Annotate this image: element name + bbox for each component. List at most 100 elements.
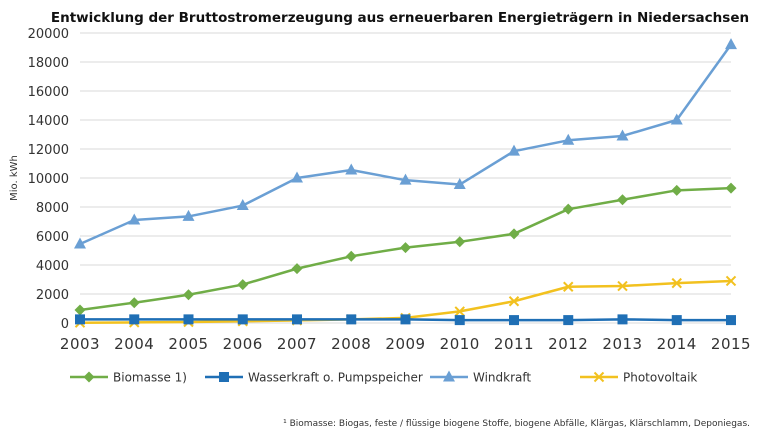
data-point — [617, 280, 628, 292]
data-point — [454, 236, 466, 248]
x-axis-ticks: 2003 2004 2005 2006 2007 2008 2009 2010 2011 2012… — [60, 335, 751, 353]
data-point — [671, 184, 683, 196]
data-point — [236, 199, 249, 211]
data-point — [509, 315, 519, 326]
data-point — [345, 163, 358, 175]
footnote: ¹ Biomasse: Biogas, feste / flüssige bio… — [283, 419, 750, 429]
marker-stroke — [508, 296, 520, 307]
x-tick-label: 2004 — [114, 335, 154, 353]
data-point — [237, 279, 249, 291]
y-tick-label: 12000 — [28, 143, 69, 158]
x-tick-label: 2003 — [60, 335, 100, 353]
data-point — [617, 194, 628, 206]
x-tick-label: 2012 — [548, 335, 588, 353]
legend-item: Wasserkraft o. Pumpspeicher — [205, 371, 423, 385]
legend-label: Windkraft — [473, 371, 531, 385]
chart-title: Entwicklung der Bruttostromerzeugung aus… — [51, 10, 749, 26]
x-tick-label: 2007 — [277, 335, 317, 353]
x-tick-label: 2006 — [223, 335, 263, 353]
x-tick-label: 2015 — [711, 335, 751, 353]
y-tick-label: 8000 — [36, 201, 69, 216]
y-tick-label: 4000 — [36, 259, 69, 274]
legend-marker — [443, 370, 455, 382]
x-tick-label: 2010 — [440, 335, 480, 353]
y-axis-label: Mio. kWh — [9, 155, 20, 201]
data-point — [400, 242, 411, 254]
data-point — [670, 113, 683, 125]
series-diamond — [74, 182, 737, 316]
data-point — [725, 38, 737, 50]
data-point — [671, 315, 682, 326]
legend-marker — [593, 371, 605, 383]
data-point — [74, 237, 86, 249]
legend-item: Photovoltaik — [580, 371, 697, 385]
data-point — [454, 306, 465, 317]
data-point — [562, 133, 575, 145]
legend-marker — [219, 372, 229, 382]
data-point — [128, 297, 140, 309]
y-tick-label: 20000 — [28, 27, 69, 42]
y-tick-label: 0 — [61, 317, 69, 332]
x-tick-label: 2009 — [385, 335, 425, 353]
data-point — [725, 182, 737, 194]
data-point — [725, 275, 737, 287]
y-axis-ticks: 0 2000 4000 6000 8000 10000 12000 14000 16000 180… — [28, 27, 69, 332]
data-point — [129, 314, 140, 325]
data-point — [183, 314, 194, 325]
data-point — [671, 277, 682, 289]
y-tick-label: 18000 — [28, 56, 69, 71]
data-point — [183, 289, 194, 301]
data-point — [345, 250, 357, 262]
legend-label: Biomasse 1) — [113, 371, 187, 385]
marker-stroke — [671, 277, 682, 289]
marker-stroke — [725, 275, 737, 287]
data-point — [508, 144, 520, 156]
legend: Biomasse 1) Wasserkraft o. Pumpspeicher Wi… — [70, 370, 697, 385]
series-lines — [74, 38, 737, 328]
y-tick-label: 14000 — [28, 114, 69, 129]
data-point — [453, 178, 466, 190]
x-tick-label: 2011 — [494, 335, 534, 353]
legend-item: Biomasse 1) — [70, 371, 187, 385]
series-line — [79, 43, 733, 246]
data-point — [563, 281, 574, 292]
data-point — [617, 314, 628, 325]
data-point — [128, 213, 141, 225]
data-point — [616, 129, 629, 141]
legend-label: Photovoltaik — [623, 371, 697, 385]
x-tick-label: 2005 — [168, 335, 208, 353]
data-point — [399, 173, 412, 185]
legend-item: Windkraft — [430, 370, 531, 385]
marker-stroke — [617, 280, 628, 292]
y-tick-label: 2000 — [36, 288, 69, 303]
data-point — [346, 314, 357, 325]
data-point — [508, 296, 520, 307]
data-point — [75, 314, 85, 325]
marker-stroke — [593, 371, 605, 383]
x-tick-label: 2013 — [602, 335, 642, 353]
y-tick-label: 16000 — [28, 85, 69, 100]
data-point — [563, 315, 574, 326]
data-point — [237, 314, 248, 325]
y-tick-label: 10000 — [28, 172, 69, 187]
data-point — [74, 304, 86, 316]
data-point — [454, 315, 465, 326]
x-tick-label: 2008 — [331, 335, 371, 353]
data-point — [562, 203, 574, 215]
data-point — [292, 314, 302, 325]
data-point — [291, 171, 303, 183]
data-point — [508, 228, 520, 240]
series-square — [75, 314, 736, 326]
legend-marker — [83, 371, 95, 383]
data-point — [400, 314, 411, 325]
data-point — [182, 209, 195, 221]
series-triangle — [74, 38, 737, 249]
y-tick-label: 6000 — [36, 230, 69, 245]
legend-label: Wasserkraft o. Pumpspeicher — [248, 371, 423, 385]
data-point — [291, 263, 303, 275]
data-point — [726, 315, 736, 326]
x-tick-label: 2014 — [657, 335, 697, 353]
marker-stroke — [563, 281, 574, 292]
marker-stroke — [454, 306, 465, 317]
